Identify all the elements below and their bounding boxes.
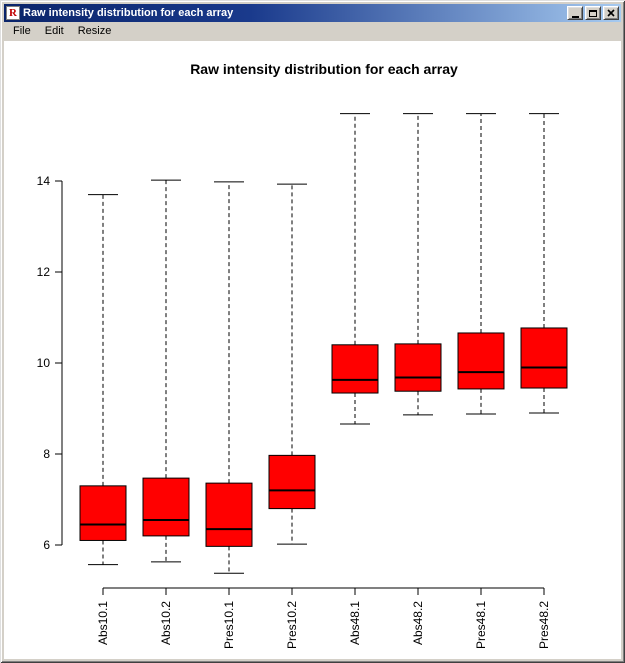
maximize-icon bbox=[589, 9, 597, 17]
menu-edit[interactable]: Edit bbox=[44, 25, 64, 37]
x-category-label: Pres10.2 bbox=[285, 601, 299, 649]
x-category-label: Abs48.2 bbox=[411, 601, 425, 645]
r-graphics-icon: R bbox=[6, 6, 20, 20]
window-controls bbox=[565, 6, 619, 20]
y-tick-label: 10 bbox=[37, 356, 51, 370]
minimize-button[interactable] bbox=[567, 6, 583, 20]
chart-title: Raw intensity distribution for each arra… bbox=[190, 61, 458, 77]
menu-file[interactable]: File bbox=[13, 25, 31, 37]
menu-resize[interactable]: Resize bbox=[77, 25, 112, 37]
y-tick-label: 12 bbox=[37, 265, 51, 279]
x-category-label: Pres48.1 bbox=[474, 601, 488, 649]
box-iqr bbox=[457, 332, 505, 390]
maximize-button[interactable] bbox=[585, 6, 601, 20]
x-category-label: Abs10.1 bbox=[96, 601, 110, 645]
y-tick-label: 8 bbox=[43, 447, 50, 461]
box-iqr bbox=[331, 344, 379, 394]
x-category-label: Pres10.1 bbox=[222, 601, 236, 649]
box-iqr bbox=[142, 477, 190, 537]
titlebar[interactable]: R Raw intensity distribution for each ar… bbox=[4, 4, 621, 22]
box-iqr bbox=[520, 327, 568, 389]
boxplot-svg: Raw intensity distribution for each arra… bbox=[37, 61, 568, 649]
close-button[interactable] bbox=[603, 6, 619, 20]
box-iqr bbox=[79, 485, 127, 541]
menu-bar: File Edit Resize bbox=[4, 22, 621, 41]
x-category-label: Abs48.1 bbox=[348, 601, 362, 645]
minimize-icon bbox=[571, 15, 579, 18]
x-category-label: Pres48.2 bbox=[537, 601, 551, 649]
y-tick-label: 14 bbox=[37, 174, 51, 188]
plot-surface: Raw intensity distribution for each arra… bbox=[4, 41, 621, 659]
box-iqr bbox=[205, 482, 253, 547]
boxplot-layer: 6 8 10 12 14 Abs10.1 Abs10.2 Pres10.1 Pres10.2 Ab… bbox=[37, 113, 568, 649]
close-icon bbox=[607, 9, 615, 17]
box-iqr bbox=[394, 343, 442, 392]
y-tick-label: 6 bbox=[43, 538, 50, 552]
box-iqr bbox=[268, 454, 316, 510]
window-title: Raw intensity distribution for each arra… bbox=[23, 7, 234, 19]
x-category-label: Abs10.2 bbox=[159, 601, 173, 645]
